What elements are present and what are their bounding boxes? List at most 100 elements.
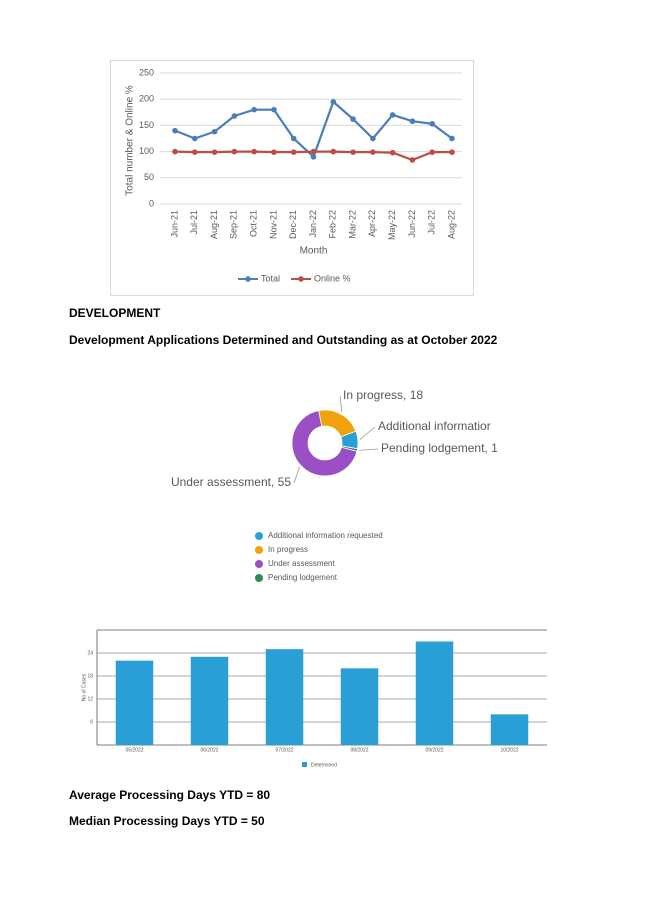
x-tick-label: Jul-22 — [427, 210, 437, 235]
x-tick-label: 10/2022 — [500, 747, 518, 753]
legend-label: Pending lodgement — [268, 573, 338, 582]
legend-label: In progress — [268, 545, 308, 554]
x-tick-label: 08/2022 — [350, 747, 368, 753]
line-point — [389, 149, 396, 156]
y-tick-label: 6 — [90, 719, 93, 725]
leader-line — [359, 448, 379, 451]
line-point — [251, 148, 257, 155]
y-tick-label: 100 — [139, 146, 154, 156]
y-tick-label: 200 — [139, 94, 154, 104]
line-point — [370, 149, 376, 155]
line-point — [409, 157, 416, 163]
legend-label: Determined — [311, 762, 337, 768]
section-heading: DEVELOPMENT — [69, 306, 161, 320]
line-point — [429, 149, 436, 155]
legend-swatch — [255, 532, 263, 540]
leader-line — [293, 466, 300, 484]
line-point — [211, 149, 218, 155]
x-tick-label: Mar-22 — [347, 210, 357, 239]
legend-swatch — [245, 276, 251, 282]
x-tick-label: Apr-22 — [367, 210, 377, 237]
x-tick-label: Dec-21 — [288, 210, 298, 239]
x-tick-label: 07/2022 — [275, 747, 293, 753]
x-tick-label: 06/2022 — [200, 747, 218, 753]
x-axis-title: Month — [300, 246, 328, 257]
x-tick-label: Jun-22 — [407, 210, 417, 238]
legend-label: Additional information requested — [268, 531, 383, 540]
bar — [115, 660, 154, 745]
line-point — [271, 149, 277, 155]
y-tick-label: 0 — [149, 198, 154, 208]
x-tick-label: Nov-21 — [268, 210, 278, 239]
bar — [340, 668, 379, 745]
pie-slice — [291, 410, 358, 477]
leader-line — [339, 395, 343, 413]
x-tick-label: 09/2022 — [425, 747, 443, 753]
slice-label: Under assessment, 55 — [171, 475, 291, 489]
x-tick-label: Jun-21 — [169, 210, 179, 238]
line-point — [370, 135, 376, 142]
stat-line: Median Processing Days YTD = 50 — [69, 814, 265, 828]
line-point — [191, 135, 198, 142]
line-point — [310, 148, 317, 155]
x-tick-label: Sep-21 — [229, 210, 239, 239]
line-point — [409, 118, 416, 125]
line-point — [251, 106, 257, 113]
stat-line: Average Processing Days YTD = 80 — [69, 788, 270, 802]
bar — [265, 649, 304, 745]
x-tick-label: Aug-21 — [209, 210, 219, 239]
legend-swatch — [255, 574, 263, 582]
y-axis-title: Total number & Online % — [125, 85, 136, 196]
legend-swatch — [255, 560, 263, 568]
y-tick-label: 250 — [139, 67, 154, 77]
line-point — [350, 149, 356, 155]
x-tick-label: Jul-21 — [189, 210, 199, 235]
x-tick-label: Oct-21 — [249, 210, 259, 237]
bar — [190, 656, 229, 745]
y-tick-label: 150 — [139, 120, 154, 130]
x-tick-label: 05/2022 — [125, 747, 143, 753]
x-tick-label: May-22 — [387, 210, 397, 240]
x-tick-label: Jan-22 — [308, 210, 318, 238]
line-point — [290, 149, 297, 155]
leader-line — [359, 426, 376, 440]
bar — [490, 714, 529, 745]
bar — [415, 641, 454, 745]
y-axis-title: No of Cases — [81, 673, 87, 701]
line-point — [310, 154, 317, 160]
x-tick-label: Feb-22 — [328, 210, 338, 239]
line-point — [429, 121, 436, 127]
line-point — [231, 113, 238, 119]
line-point — [389, 112, 396, 118]
y-tick-label: 12 — [87, 696, 93, 702]
legend-swatch — [302, 762, 307, 767]
y-tick-label: 50 — [144, 172, 154, 182]
slice-label: Pending lodgement, 1 — [381, 441, 498, 455]
line-point — [330, 148, 337, 155]
x-tick-label: Aug-22 — [446, 210, 456, 239]
line-point — [172, 148, 178, 155]
line-point — [449, 135, 455, 142]
line-point — [231, 148, 238, 155]
pie-slice — [340, 445, 358, 452]
legend-label: Online % — [314, 273, 351, 283]
line-point — [271, 106, 277, 113]
legend-label: Under assessment — [268, 559, 335, 568]
slice-label: Additional informatior — [378, 419, 491, 433]
y-tick-label: 24 — [87, 650, 93, 656]
line-point — [191, 149, 198, 155]
line-point — [449, 149, 455, 155]
line-point — [172, 127, 178, 134]
line-point — [350, 116, 356, 122]
legend-swatch — [255, 546, 263, 554]
pie-slice — [318, 409, 357, 438]
line-point — [290, 135, 297, 142]
section-subtitle: Development Applications Determined and … — [69, 333, 498, 347]
legend-swatch — [298, 276, 304, 282]
line-point — [211, 128, 218, 135]
line-point — [330, 99, 337, 105]
y-tick-label: 18 — [87, 673, 93, 679]
slice-label: In progress, 18 — [343, 388, 423, 402]
